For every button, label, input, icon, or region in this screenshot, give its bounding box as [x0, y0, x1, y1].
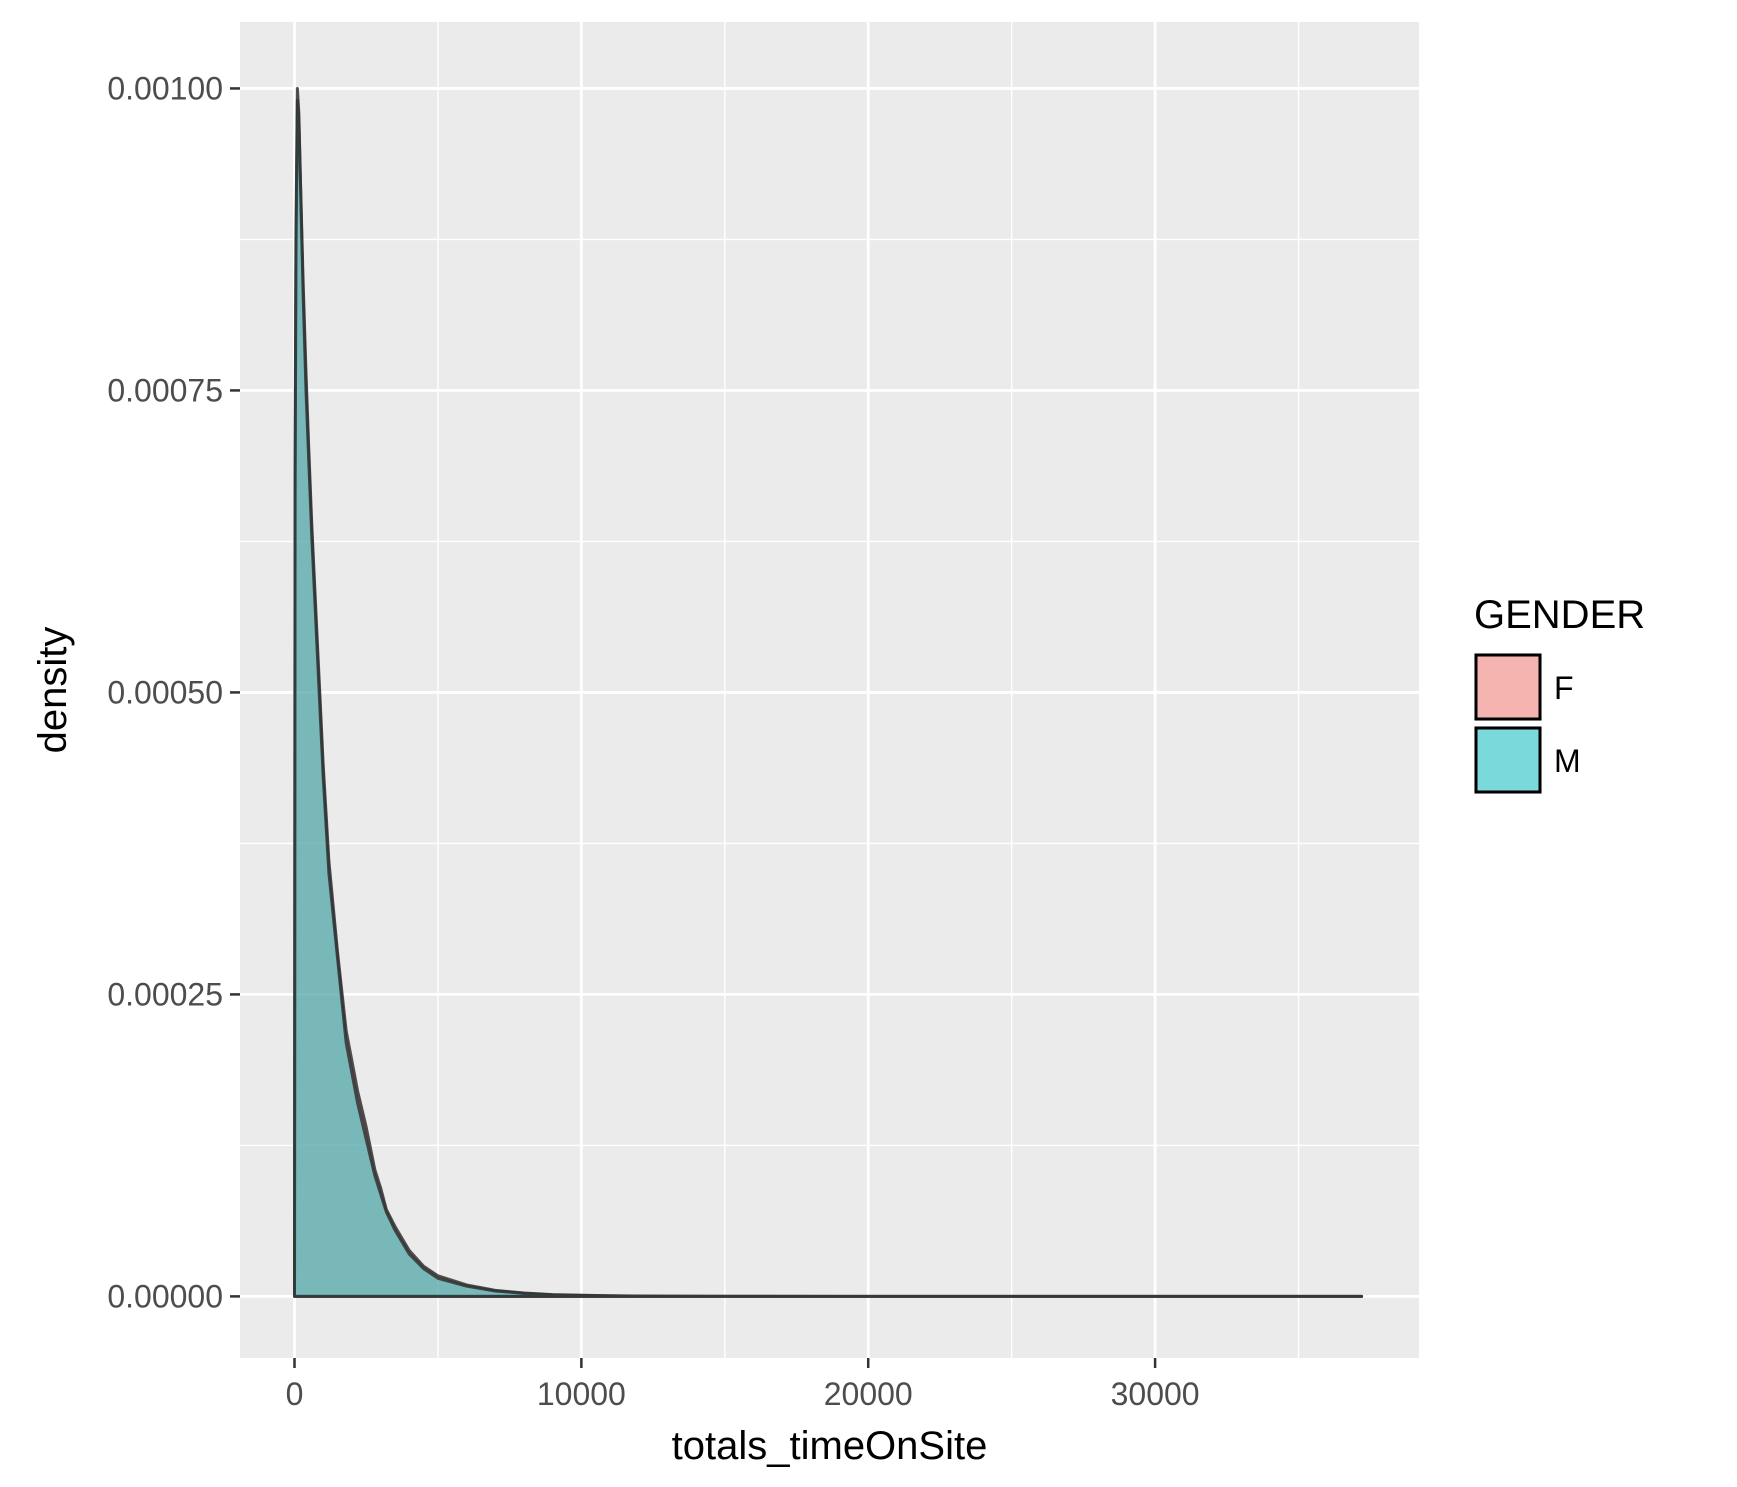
minor-gridlines [240, 22, 1419, 1358]
x-tick-labels: 0 10000 20000 30000 [286, 1376, 1200, 1412]
x-tick-label: 10000 [537, 1376, 626, 1412]
legend-label-m: M [1554, 743, 1581, 779]
y-tick-label: 0.00025 [107, 976, 223, 1012]
y-tick-labels: 0.00000 0.00025 0.00050 0.00075 0.00100 [107, 70, 223, 1314]
legend-key-m [1474, 726, 1542, 794]
y-tick-label: 0.00100 [107, 70, 223, 106]
density-series [293, 86, 1364, 1298]
y-axis-title: density [31, 627, 75, 754]
axis-ticks [230, 87, 1157, 1368]
x-tick-label: 30000 [1111, 1376, 1200, 1412]
y-tick-label: 0.00075 [107, 372, 223, 408]
x-tick-label: 20000 [824, 1376, 913, 1412]
density-area-m [293, 86, 1364, 1298]
legend: GENDER FM [1474, 593, 1645, 794]
x-axis-title: totals_timeOnSite [672, 1424, 988, 1468]
y-tick-label: 0.00000 [107, 1278, 223, 1314]
legend-label-f: F [1554, 670, 1574, 706]
plot-panel [240, 22, 1419, 1358]
legend-key-f [1474, 653, 1542, 721]
x-tick-label: 0 [286, 1376, 304, 1412]
legend-entries: FM [1474, 653, 1581, 794]
legend-title: GENDER [1474, 593, 1645, 637]
y-tick-label: 0.00050 [107, 674, 223, 710]
